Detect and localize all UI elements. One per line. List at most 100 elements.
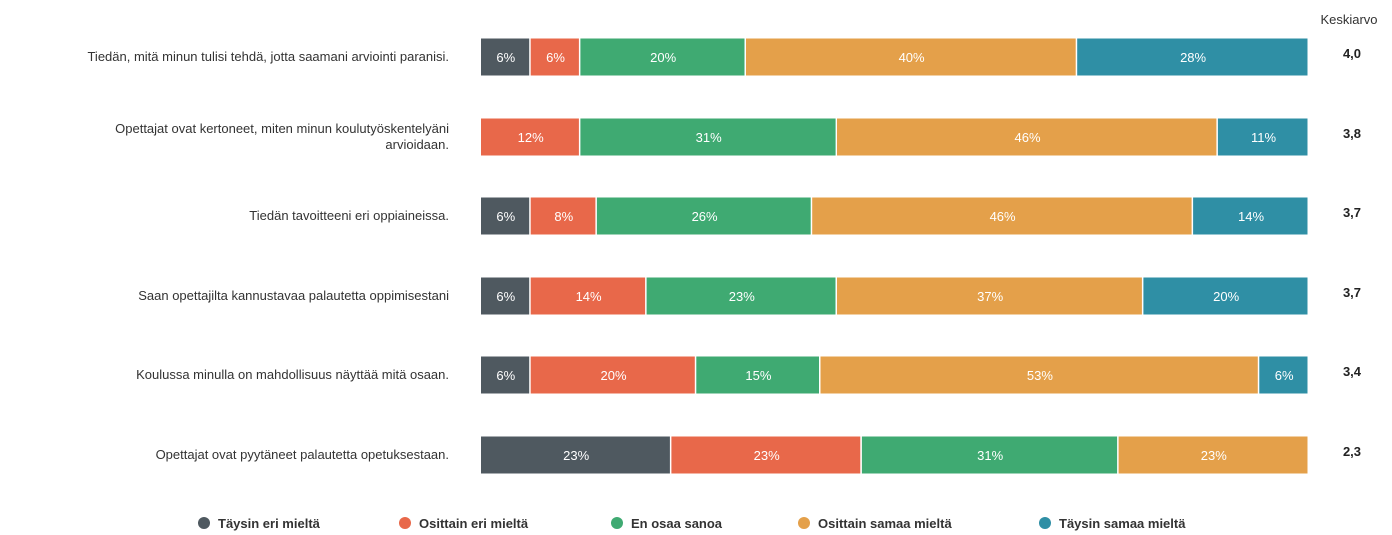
legend-label: Täysin eri mieltä [218,516,321,531]
segment-value-label: 40% [899,50,925,65]
bar-segment [580,118,836,156]
category-label: Tiedän, mitä minun tulisi tehdä, jotta s… [87,49,449,64]
average-column-header: Keskiarvo [1320,12,1377,27]
segment-value-label: 15% [745,368,771,383]
bar-segment [746,38,1076,76]
segment-value-label: 14% [576,289,602,304]
segment-value-label: 6% [496,289,515,304]
segment-value-label: 8% [554,209,573,224]
segment-value-label: 31% [977,448,1003,463]
segment-value-label: 46% [990,209,1016,224]
bar-segment [696,356,819,394]
bar-segment [530,38,579,76]
bar-segment [837,277,1142,315]
category-label: Opettajat ovat kertoneet, miten minun ko… [115,121,449,152]
bar-segment [530,197,596,235]
bar-segment [481,277,530,315]
bar-segment [812,197,1192,235]
segment-value-label: 6% [546,50,565,65]
bar-segment [646,277,836,315]
bar-segment [481,118,579,156]
chart-row: Tiedän tavoitteeni eri oppiaineissa. 6% 8%… [249,197,1361,235]
segment-value-label: 6% [496,50,515,65]
segment-value-label: 20% [1213,289,1239,304]
bar-segment [1259,356,1308,394]
segment-value-label: 20% [650,50,676,65]
segment-value-label: 12% [518,130,544,145]
bar-segment [837,118,1217,156]
category-label-line: Tiedän, mitä minun tulisi tehdä, jotta s… [87,49,449,64]
legend-swatch [1039,517,1051,529]
bar-segment [481,356,530,394]
bar-segment [481,436,670,474]
segment-value-label: 23% [1201,448,1227,463]
bar-segment [481,197,530,235]
segment-value-label: 23% [754,448,780,463]
chart-row: Opettajat ovat kertoneet, miten minun ko… [115,118,1361,156]
legend-swatch [198,517,210,529]
bar-segment [861,436,1118,474]
segment-value-label: 26% [692,209,718,224]
legend-label: Täysin samaa mieltä [1059,516,1186,531]
segment-value-label: 23% [563,448,589,463]
segment-value-label: 6% [496,368,515,383]
legend-label: En osaa sanoa [631,516,723,531]
legend-item: En osaa sanoa [611,516,723,531]
category-label-line: Tiedän tavoitteeni eri oppiaineissa. [249,208,449,223]
category-label-line: Opettajat ovat pyytäneet palautetta opet… [156,447,449,462]
average-value: 3,8 [1343,126,1361,141]
legend-label: Osittain samaa mieltä [818,516,952,531]
bar-segment [530,277,646,315]
category-label: Tiedän tavoitteeni eri oppiaineissa. [249,208,449,223]
average-value: 3,7 [1343,205,1361,220]
chart-row: Koulussa minulla on mahdollisuus näyttää… [136,356,1362,394]
legend-swatch [611,517,623,529]
category-label-line: Koulussa minulla on mahdollisuus näyttää… [136,367,449,382]
category-label-line: Opettajat ovat kertoneet, miten minun ko… [115,121,449,136]
segment-value-label: 14% [1238,209,1264,224]
legend-swatch [798,517,810,529]
legend-item: Täysin eri mieltä [198,516,321,531]
segment-value-label: 31% [696,130,722,145]
legend-swatch [399,517,411,529]
bar-segment [1193,197,1308,235]
legend-item: Täysin samaa mieltä [1039,516,1186,531]
chart-rows: Tiedän, mitä minun tulisi tehdä, jotta s… [87,38,1362,474]
bar-segment [1143,277,1308,315]
average-value: 2,3 [1343,444,1361,459]
bar-segment [1077,38,1308,76]
bar-segment [596,197,811,235]
segment-value-label: 37% [977,289,1003,304]
average-value: 3,7 [1343,285,1361,300]
average-value: 4,0 [1343,46,1361,61]
legend-item: Osittain samaa mieltä [798,516,952,531]
segment-value-label: 6% [496,209,515,224]
bar-segment [481,38,530,76]
bar-segment [580,38,745,76]
bar-segment [1217,118,1308,156]
average-value: 3,4 [1343,364,1362,379]
category-label-line: arvioidaan. [385,137,449,152]
category-label: Koulussa minulla on mahdollisuus näyttää… [136,367,449,382]
bar-segment [1118,436,1308,474]
chart-row: Tiedän, mitä minun tulisi tehdä, jotta s… [87,38,1361,76]
legend-label: Osittain eri mieltä [419,516,529,531]
segment-value-label: 20% [600,368,626,383]
segment-value-label: 6% [1275,368,1294,383]
legend: Täysin eri mieltä Osittain eri mieltä En o… [198,516,1186,531]
legend-item: Osittain eri mieltä [399,516,529,531]
segment-value-label: 46% [1014,130,1040,145]
segment-value-label: 53% [1027,368,1053,383]
bar-segment [671,436,861,474]
chart-row: Saan opettajilta kannustavaa palautetta … [138,277,1361,315]
chart-row: Opettajat ovat pyytäneet palautetta opet… [156,436,1361,474]
bar-segment [820,356,1258,394]
bar-segment [530,356,695,394]
segment-value-label: 11% [1251,130,1276,145]
category-label-line: Saan opettajilta kannustavaa palautetta … [138,288,449,303]
category-label: Saan opettajilta kannustavaa palautetta … [138,288,449,303]
category-label: Opettajat ovat pyytäneet palautetta opet… [156,447,449,462]
segment-value-label: 23% [729,289,755,304]
segment-value-label: 28% [1180,50,1206,65]
